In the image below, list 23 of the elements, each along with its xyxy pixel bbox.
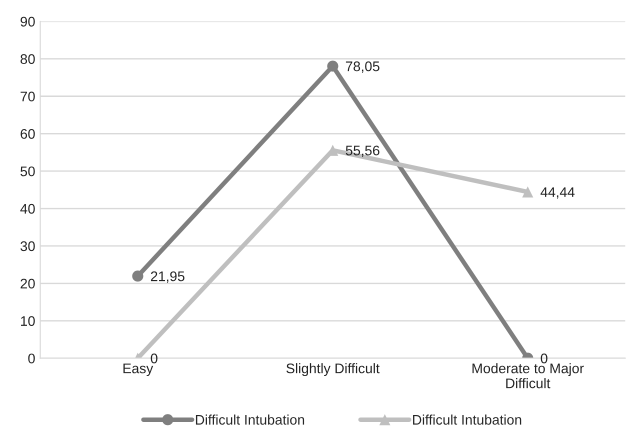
- point: [327, 60, 338, 72]
- data-label: 44,44: [540, 187, 575, 199]
- x-tick-label: Moderate to Major Difficult: [472, 363, 584, 388]
- data-label: 0: [150, 354, 158, 364]
- y-tick-label: 70: [20, 92, 35, 102]
- x-tick-label: Slightly Difficult: [286, 363, 380, 376]
- y-tick-label: 60: [20, 129, 35, 139]
- y-tick-label: 30: [20, 241, 35, 252]
- legend-label: Difficult Intubation: [196, 414, 304, 425]
- data-label: 55,56: [346, 146, 380, 158]
- data-label: 78,05: [346, 61, 380, 73]
- y-tick-label: 90: [20, 16, 35, 27]
- y-tick-label: 50: [20, 166, 35, 176]
- x-tick-label: Easy: [123, 364, 154, 376]
- point: [522, 186, 534, 198]
- data-label: 21,95: [150, 271, 184, 283]
- y-tick-label: 10: [21, 316, 35, 326]
- y-tick-label: 20: [20, 278, 35, 289]
- y-tick-label: 40: [20, 204, 35, 214]
- legend-label: Difficult Intubation: [413, 414, 522, 425]
- y-tick-label: 80: [20, 54, 35, 64]
- data-label: 0: [540, 354, 548, 364]
- y-tick-label: 0: [28, 354, 35, 364]
